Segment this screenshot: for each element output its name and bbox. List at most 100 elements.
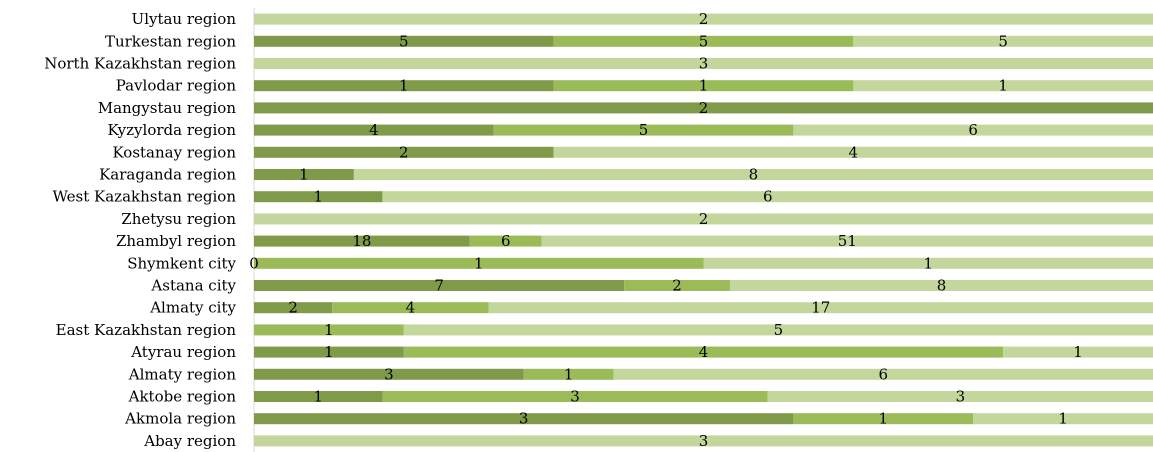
data-label-pavlodar-region-series-2: 1 <box>699 77 709 95</box>
bar-segment-shymkent-city-series-3 <box>703 257 1153 269</box>
bar-segment-mangystau-region-series-1 <box>254 102 1153 114</box>
bar-segment-pavlodar-region-series-3 <box>853 80 1153 92</box>
data-label-shymkent-city-series-3: 1 <box>923 254 933 272</box>
data-label-shymkent-city-series-1: 0 <box>249 254 259 272</box>
category-label-aktobe-region: Aktobe region <box>128 388 237 406</box>
data-label-kyzylorda-region-series-1: 4 <box>369 121 379 139</box>
bar-segment-atyrau-region-series-2 <box>403 346 1004 358</box>
bar-segment-shymkent-city-series-2 <box>254 257 704 269</box>
data-label-pavlodar-region-series-3: 1 <box>998 77 1008 95</box>
data-label-north-kazakhstan-region-series-3: 3 <box>699 55 709 73</box>
bar-segment-astana-city-series-2 <box>624 280 730 291</box>
bar-segment-zhambyl-region-series-3 <box>541 235 1153 247</box>
category-label-akmola-region: Akmola region <box>124 410 236 428</box>
category-label-almaty-city: Almaty city <box>149 299 236 317</box>
bar-segment-kyzylorda-region-series-2 <box>493 124 794 136</box>
data-label-west-kazakhstan-region-series-1: 1 <box>313 188 323 206</box>
category-label-east-kazakhstan-region: East Kazakhstan region <box>56 321 237 339</box>
bar-segment-almaty-region-series-3 <box>613 368 1153 380</box>
bar-segment-east-kazakhstan-region-series-2 <box>254 324 404 336</box>
data-label-karaganda-region-series-1: 1 <box>299 166 309 184</box>
bar-segment-west-kazakhstan-region-series-3 <box>382 191 1153 203</box>
data-label-aktobe-region-series-1: 1 <box>313 388 323 406</box>
category-label-abay-region: Abay region <box>143 432 236 450</box>
data-label-akmola-region-series-2: 1 <box>879 410 889 428</box>
bar-segment-turkestan-region-series-2 <box>553 35 854 47</box>
data-label-almaty-region-series-3: 6 <box>879 365 889 383</box>
data-label-atyrau-region-series-2: 4 <box>699 343 709 361</box>
bar-segment-zhambyl-region-series-1 <box>254 235 470 247</box>
category-label-kyzylorda-region: Kyzylorda region <box>107 121 236 139</box>
bar-segment-almaty-city-series-3 <box>488 302 1153 314</box>
data-label-aktobe-region-series-2: 3 <box>570 388 580 406</box>
data-label-almaty-city-series-2: 4 <box>406 299 416 317</box>
bar-segment-akmola-region-series-1 <box>254 413 794 425</box>
data-label-karaganda-region-series-3: 8 <box>749 166 759 184</box>
bar-segment-aktobe-region-series-1 <box>254 391 383 402</box>
category-label-kostanay-region: Kostanay region <box>113 143 237 161</box>
data-label-almaty-city-series-3: 17 <box>811 299 830 317</box>
data-label-astana-city-series-3: 8 <box>937 277 947 295</box>
category-label-pavlodar-region: Pavlodar region <box>116 77 237 95</box>
bar-segment-atyrau-region-series-3 <box>1003 346 1153 358</box>
category-label-turkestan-region: Turkestan region <box>105 32 236 50</box>
data-label-ulytau-region-series-3: 2 <box>699 10 709 28</box>
bar-segment-karaganda-region-series-1 <box>254 169 354 180</box>
bar-segment-north-kazakhstan-region-series-3 <box>254 58 1153 69</box>
data-label-west-kazakhstan-region-series-3: 6 <box>763 188 773 206</box>
bar-segment-almaty-region-series-2 <box>523 368 614 380</box>
category-label-zhetysu-region: Zhetysu region <box>121 210 236 228</box>
data-label-kostanay-region-series-1: 2 <box>399 143 409 161</box>
category-label-shymkent-city: Shymkent city <box>127 254 236 272</box>
bar-segment-turkestan-region-series-3 <box>853 35 1153 47</box>
category-labels: Ulytau region Turkestan region North Kazak… <box>44 10 236 450</box>
bar-segment-zhambyl-region-series-2 <box>469 235 542 247</box>
data-label-turkestan-region-series-3: 5 <box>998 32 1008 50</box>
data-label-almaty-region-series-1: 3 <box>384 365 394 383</box>
category-label-west-kazakhstan-region: West Kazakhstan region <box>52 188 236 206</box>
data-label-east-kazakhstan-region-series-3: 5 <box>774 321 784 339</box>
category-label-astana-city: Astana city <box>150 277 236 295</box>
data-label-mangystau-region-series-1: 2 <box>699 99 709 117</box>
data-label-zhetysu-region-series-3: 2 <box>699 210 709 228</box>
category-label-almaty-region: Almaty region <box>128 365 237 383</box>
bar-segment-aktobe-region-series-3 <box>767 391 1153 402</box>
bar-segment-almaty-region-series-1 <box>254 368 524 380</box>
data-label-abay-region-series-3: 3 <box>699 432 709 450</box>
data-label-kostanay-region-series-3: 4 <box>849 143 859 161</box>
data-label-shymkent-city-series-2: 1 <box>474 254 484 272</box>
bar-segment-pavlodar-region-series-2 <box>553 80 854 92</box>
bar-segment-astana-city-series-3 <box>729 280 1153 291</box>
data-label-zhambyl-region-series-2: 6 <box>501 232 511 250</box>
data-label-pavlodar-region-series-1: 1 <box>399 77 409 95</box>
bar-segment-almaty-city-series-1 <box>254 302 333 314</box>
bar-segment-abay-region-series-3 <box>254 435 1153 447</box>
data-label-akmola-region-series-3: 1 <box>1058 410 1068 428</box>
data-label-almaty-city-series-1: 2 <box>288 299 298 317</box>
category-label-zhambyl-region: Zhambyl region <box>116 232 236 250</box>
bars-layer <box>254 13 1153 447</box>
bar-segment-kostanay-region-series-1 <box>254 146 554 158</box>
category-label-ulytau-region: Ulytau region <box>132 10 237 28</box>
data-label-east-kazakhstan-region-series-2: 1 <box>324 321 334 339</box>
bar-segment-atyrau-region-series-1 <box>254 346 404 358</box>
bar-segment-akmola-region-series-2 <box>793 413 974 425</box>
data-label-astana-city-series-2: 2 <box>672 277 682 295</box>
category-label-atyrau-region: Atyrau region <box>130 343 236 361</box>
data-label-almaty-region-series-2: 1 <box>564 365 574 383</box>
data-label-akmola-region-series-1: 3 <box>519 410 529 428</box>
bar-segment-astana-city-series-1 <box>254 280 625 291</box>
data-label-turkestan-region-series-1: 5 <box>399 32 409 50</box>
category-label-mangystau-region: Mangystau region <box>98 99 237 117</box>
category-label-karaganda-region: Karaganda region <box>99 166 236 184</box>
bar-segment-pavlodar-region-series-1 <box>254 80 554 92</box>
bar-segment-kostanay-region-series-3 <box>553 146 1153 158</box>
bar-segment-karaganda-region-series-3 <box>353 169 1153 180</box>
data-label-kyzylorda-region-series-2: 5 <box>639 121 649 139</box>
data-label-turkestan-region-series-2: 5 <box>699 32 709 50</box>
bar-segment-kyzylorda-region-series-3 <box>793 124 1153 136</box>
bar-segment-east-kazakhstan-region-series-3 <box>403 324 1153 336</box>
data-label-atyrau-region-series-3: 1 <box>1073 343 1083 361</box>
